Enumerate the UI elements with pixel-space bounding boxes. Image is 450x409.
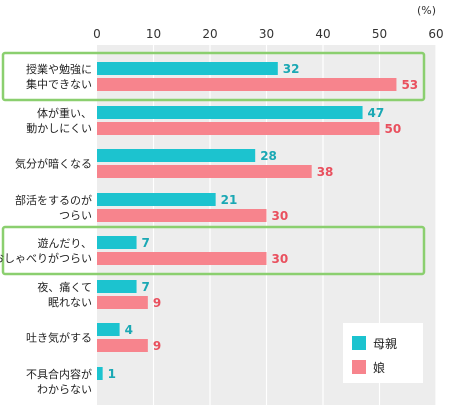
highlight-box [1, 225, 426, 276]
value-label: 1 [108, 367, 116, 381]
bar [97, 122, 380, 135]
bar [97, 367, 103, 380]
x-tick-label: 20 [202, 27, 217, 41]
highlight-boxes [1, 51, 426, 276]
value-label: 38 [317, 165, 334, 179]
category-label: 集中できない [26, 77, 92, 91]
value-label: 28 [260, 149, 277, 163]
value-label: 9 [153, 339, 161, 353]
category-label: 動かしにくい [26, 121, 92, 135]
legend-swatch [352, 360, 366, 374]
bar [97, 193, 216, 206]
x-tick-label: 10 [146, 27, 161, 41]
value-label: 4 [125, 323, 133, 337]
gridlines [152, 45, 437, 405]
category-label: わからない [37, 383, 92, 396]
value-label: 7 [142, 236, 150, 250]
value-label: 47 [368, 106, 385, 120]
value-label: 30 [272, 252, 289, 266]
bar [97, 78, 397, 91]
bar [97, 323, 120, 336]
category-label: つらい [59, 209, 92, 222]
legend-swatch [352, 336, 366, 350]
category-label: 遊んだり、 [37, 236, 92, 250]
value-label: 9 [153, 296, 161, 310]
bar [97, 106, 363, 119]
x-tick-label: 30 [259, 27, 274, 41]
category-label: 体が重い、 [37, 106, 92, 120]
bar [97, 62, 278, 75]
bar [97, 296, 148, 309]
bar [97, 339, 148, 352]
bar [97, 252, 267, 265]
value-label: 53 [401, 78, 418, 92]
bar [97, 280, 137, 293]
legend: 母親娘 [343, 323, 423, 383]
legend-label: 母親 [373, 337, 397, 351]
category-labels: 授業や勉強に集中できない体が重い、動かしにくい気分が暗くなる部活をするのがつらい… [0, 62, 92, 396]
value-label: 21 [221, 193, 238, 207]
category-label: 部活をするのが [15, 193, 92, 207]
x-tick-label: 60 [428, 27, 443, 41]
x-tick-label: 40 [315, 27, 330, 41]
x-tick-label: 50 [372, 27, 387, 41]
x-axis-ticks: 0 10 20 30 40 50 60 [93, 27, 443, 41]
bar [97, 236, 137, 249]
category-label: 授業や勉強に [26, 62, 92, 76]
category-label: 気分が暗くなる [15, 157, 92, 171]
bars: 32 47 28 21 7 7 4 1 53 50 38 30 30 9 9 [97, 62, 418, 381]
value-label: 50 [385, 122, 402, 136]
bar [97, 149, 256, 162]
highlight-box [1, 51, 426, 102]
bar [97, 165, 312, 178]
value-label: 32 [283, 62, 300, 76]
category-label: 眠れない [48, 296, 92, 309]
category-label: おしゃべりがつらい [0, 251, 92, 265]
category-label: 夜、痛くて [37, 280, 92, 294]
category-label: 吐き気がする [26, 331, 92, 345]
bar [97, 209, 267, 222]
axis-unit-label: (%) [417, 4, 436, 17]
x-tick-label: 0 [93, 27, 101, 41]
value-label: 7 [142, 280, 150, 294]
category-label: 不具合内容が [26, 367, 92, 381]
legend-label: 娘 [373, 360, 385, 375]
value-label: 30 [272, 209, 289, 223]
